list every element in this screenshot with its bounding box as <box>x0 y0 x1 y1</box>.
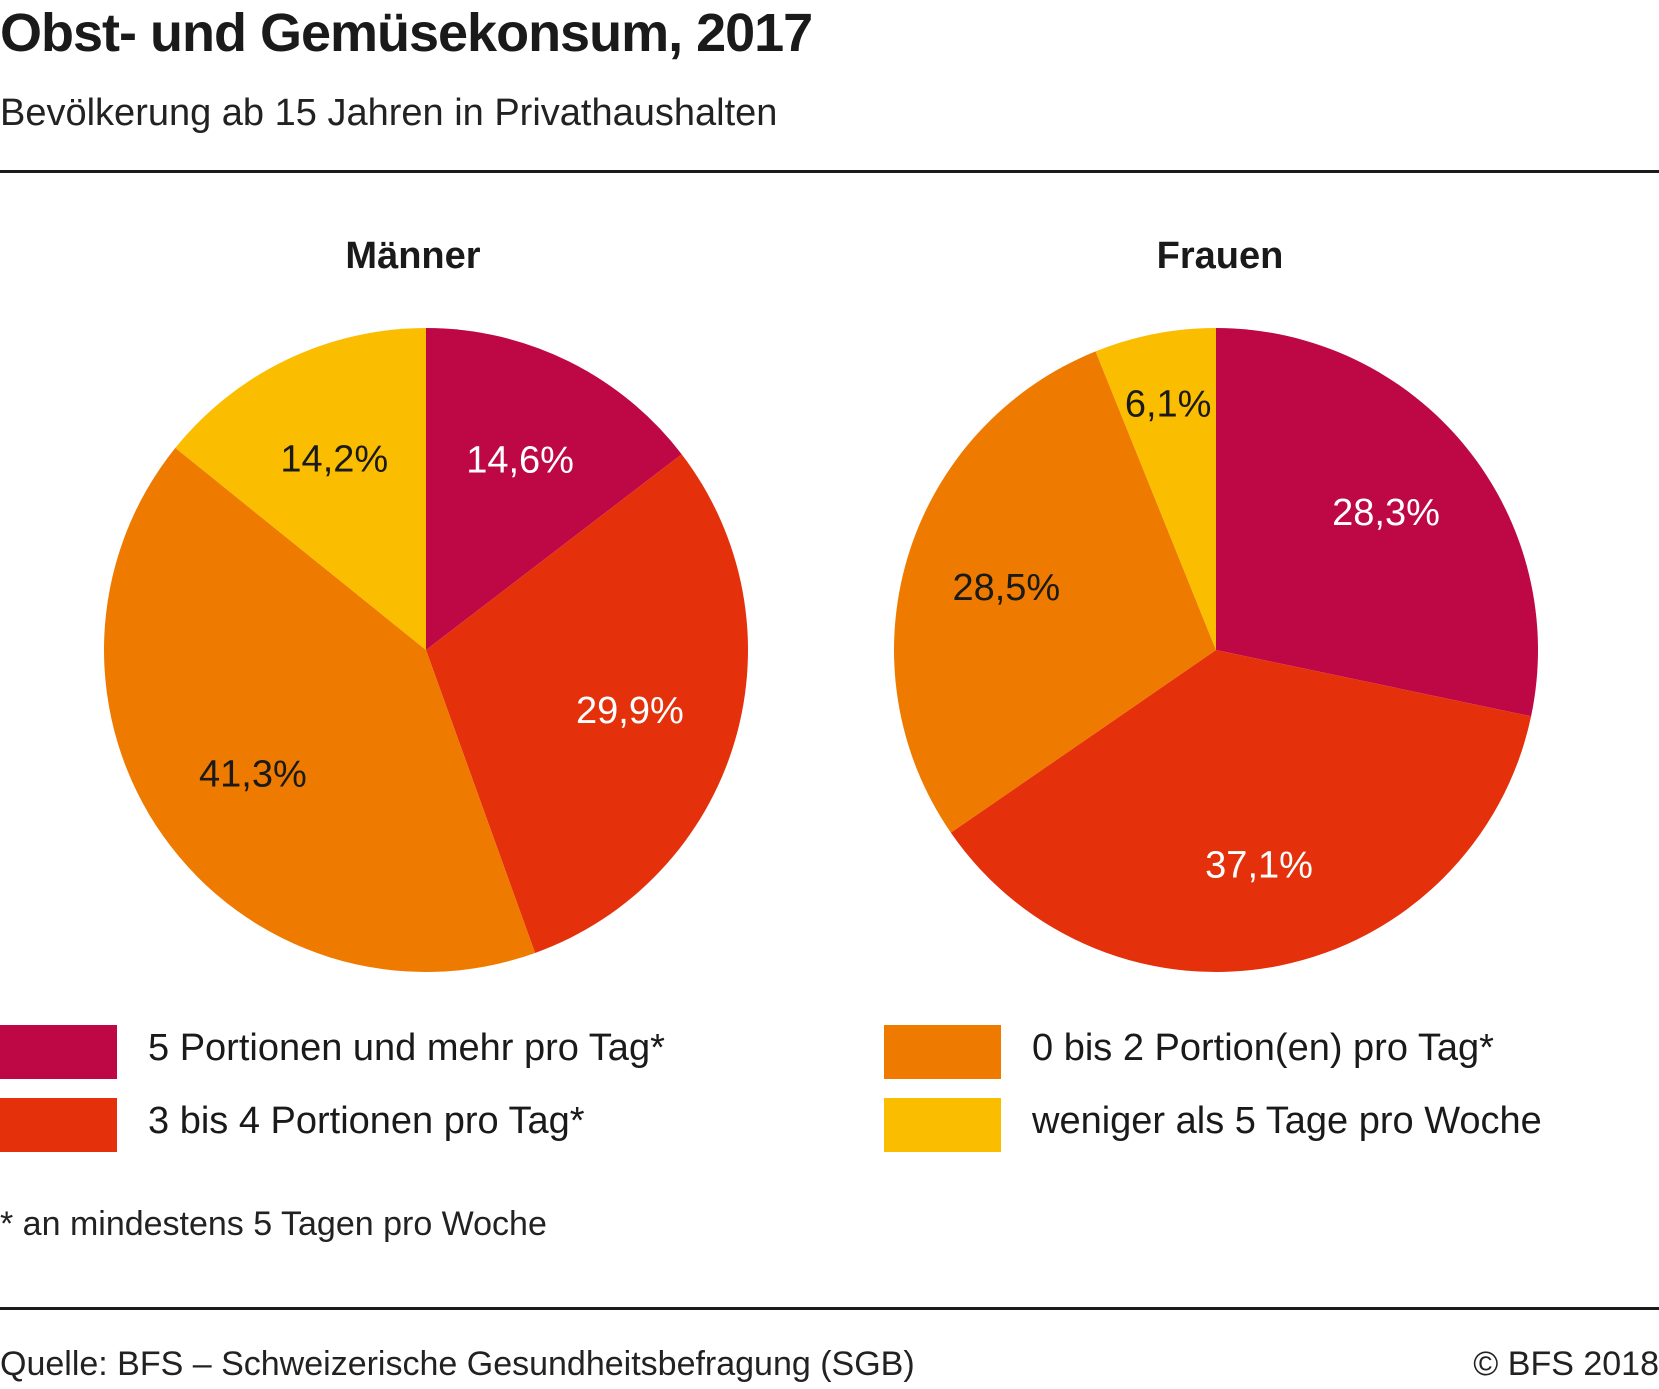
legend-label: 0 bis 2 Portion(en) pro Tag* <box>1032 1027 1494 1069</box>
pie-maenner: 14,6% 29,9% 41,3% 14,2% <box>103 328 748 973</box>
copyright: © BFS 2018 <box>1473 1345 1659 1383</box>
slice-label: 14,2% <box>280 438 388 480</box>
pie-charts: 14,6% 29,9% 41,3% 14,2% 28,3% 37,1% 28,5% 6,1% <box>103 328 1538 973</box>
legend-swatch <box>884 1098 1001 1152</box>
legend-swatch <box>0 1025 117 1079</box>
slice-label: 6,1% <box>1125 383 1212 425</box>
slice-label: 28,5% <box>952 567 1060 609</box>
pie-slice-maenner-0 <box>426 328 682 650</box>
footnote: * an mindestens 5 Tagen pro Woche <box>0 1205 547 1243</box>
chart-subtitle: Bevölkerung ab 15 Jahren in Privathausha… <box>0 92 778 134</box>
pie-slice-maenner-1 <box>426 454 748 953</box>
pie-title-frauen: Frauen <box>1156 235 1284 277</box>
pie-title-maenner: Männer <box>345 235 481 277</box>
pie-frauen: 28,3% 37,1% 28,5% 6,1% <box>893 328 1538 973</box>
pie-slice-maenner-2 <box>103 447 536 973</box>
legend-swatch <box>884 1025 1001 1079</box>
top-divider <box>0 170 1659 173</box>
legend-label: 5 Portionen und mehr pro Tag* <box>148 1027 665 1069</box>
legend-label: 3 bis 4 Portionen pro Tag* <box>148 1100 585 1142</box>
pie-slice-frauen-3 <box>1095 328 1216 650</box>
legend: 5 Portionen und mehr pro Tag* 3 bis 4 Po… <box>0 1025 1659 1155</box>
pie-slice-frauen-2 <box>893 351 1216 833</box>
chart-title: Obst- und Gemüsekonsum, 2017 <box>0 3 813 63</box>
pie-slice-frauen-1 <box>950 650 1532 973</box>
legend-swatch <box>0 1098 117 1152</box>
legend-label: weniger als 5 Tage pro Woche <box>1032 1100 1542 1142</box>
slice-label: 41,3% <box>199 753 307 795</box>
slice-label: 28,3% <box>1332 492 1440 534</box>
source-note: Quelle: BFS – Schweizerische Gesundheits… <box>0 1345 915 1383</box>
pie-slice-maenner-3 <box>175 328 426 650</box>
slice-label: 29,9% <box>576 690 684 732</box>
slice-label: 14,6% <box>466 439 574 481</box>
slice-label: 37,1% <box>1205 845 1313 887</box>
bottom-divider <box>0 1307 1659 1310</box>
pie-slice-frauen-0 <box>1216 328 1538 717</box>
